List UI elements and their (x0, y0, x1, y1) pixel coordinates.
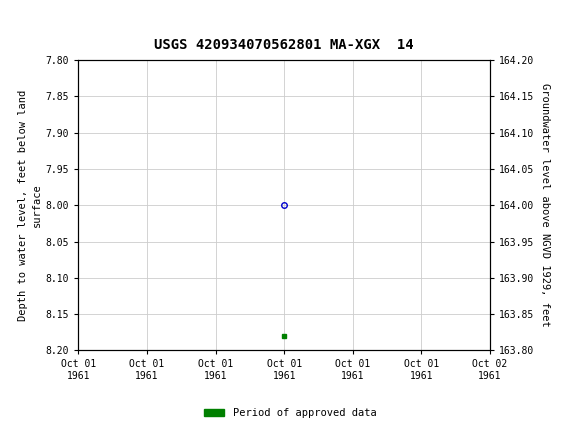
Legend: Period of approved data: Period of approved data (200, 404, 380, 423)
Y-axis label: Depth to water level, feet below land
surface: Depth to water level, feet below land su… (19, 90, 42, 321)
Y-axis label: Groundwater level above NGVD 1929, feet: Groundwater level above NGVD 1929, feet (540, 83, 550, 327)
Bar (1, 3, 27, 35)
Text: USGS: USGS (30, 12, 77, 26)
Title: USGS 420934070562801 MA-XGX  14: USGS 420934070562801 MA-XGX 14 (154, 38, 414, 52)
